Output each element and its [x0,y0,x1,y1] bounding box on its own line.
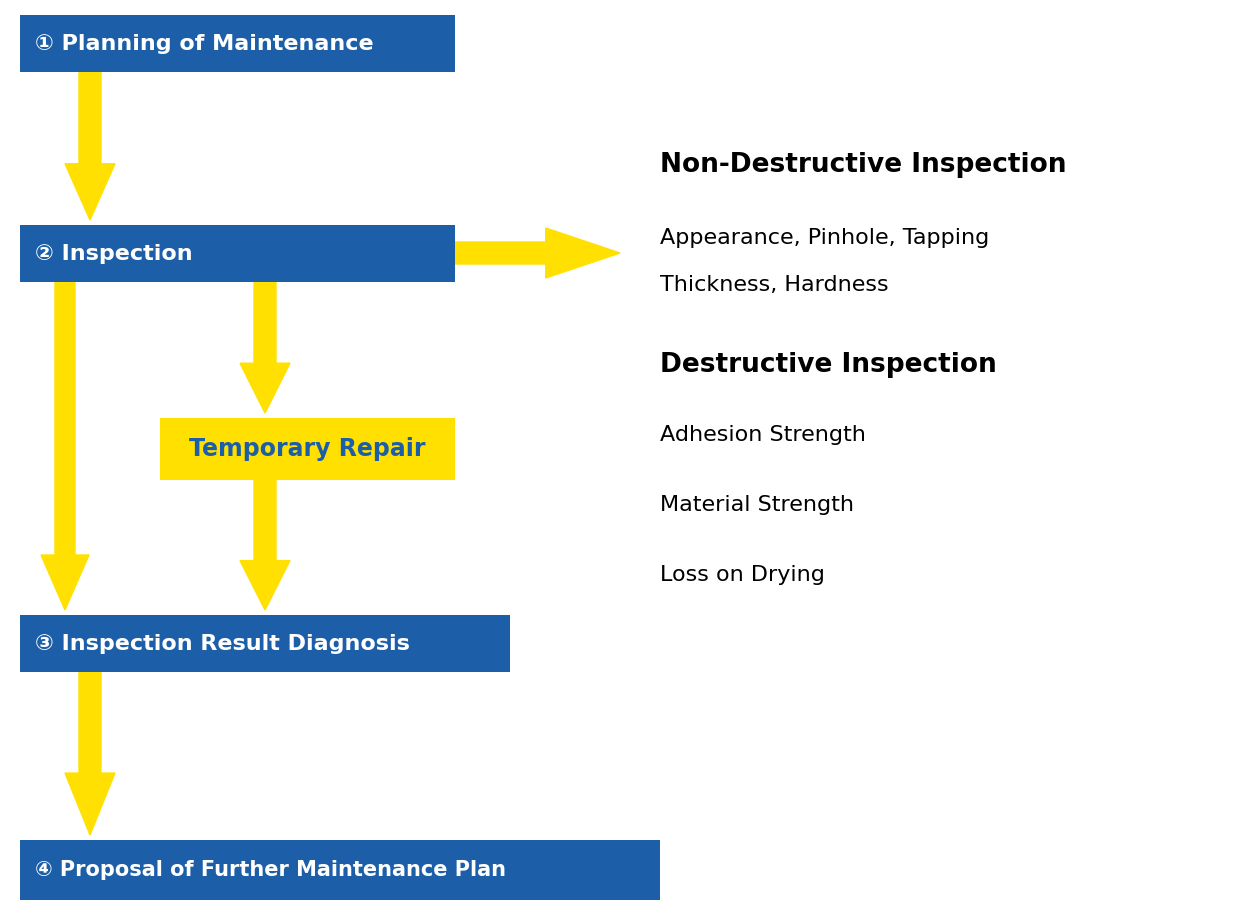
FancyBboxPatch shape [20,615,509,672]
FancyArrow shape [240,282,291,413]
FancyArrow shape [240,480,291,610]
FancyArrow shape [455,228,620,278]
Text: Material Strength: Material Strength [660,495,854,515]
FancyBboxPatch shape [20,15,455,72]
FancyArrow shape [65,672,114,835]
Text: ④ Proposal of Further Maintenance Plan: ④ Proposal of Further Maintenance Plan [35,860,506,880]
FancyBboxPatch shape [20,225,455,282]
Text: Appearance, Pinhole, Tapping: Appearance, Pinhole, Tapping [660,228,989,248]
Text: Loss on Drying: Loss on Drying [660,565,825,585]
Text: ① Planning of Maintenance: ① Planning of Maintenance [35,34,374,53]
Text: Temporary Repair: Temporary Repair [189,437,425,461]
Text: ② Inspection: ② Inspection [35,244,192,263]
FancyArrow shape [42,282,89,610]
FancyBboxPatch shape [160,418,455,480]
Text: Adhesion Strength: Adhesion Strength [660,425,866,445]
Text: ③ Inspection Result Diagnosis: ③ Inspection Result Diagnosis [35,634,410,654]
Text: Thickness, Hardness: Thickness, Hardness [660,275,888,295]
Text: Destructive Inspection: Destructive Inspection [660,352,996,378]
FancyArrow shape [65,72,114,220]
Text: Non-Destructive Inspection: Non-Destructive Inspection [660,152,1067,178]
FancyBboxPatch shape [20,840,660,900]
